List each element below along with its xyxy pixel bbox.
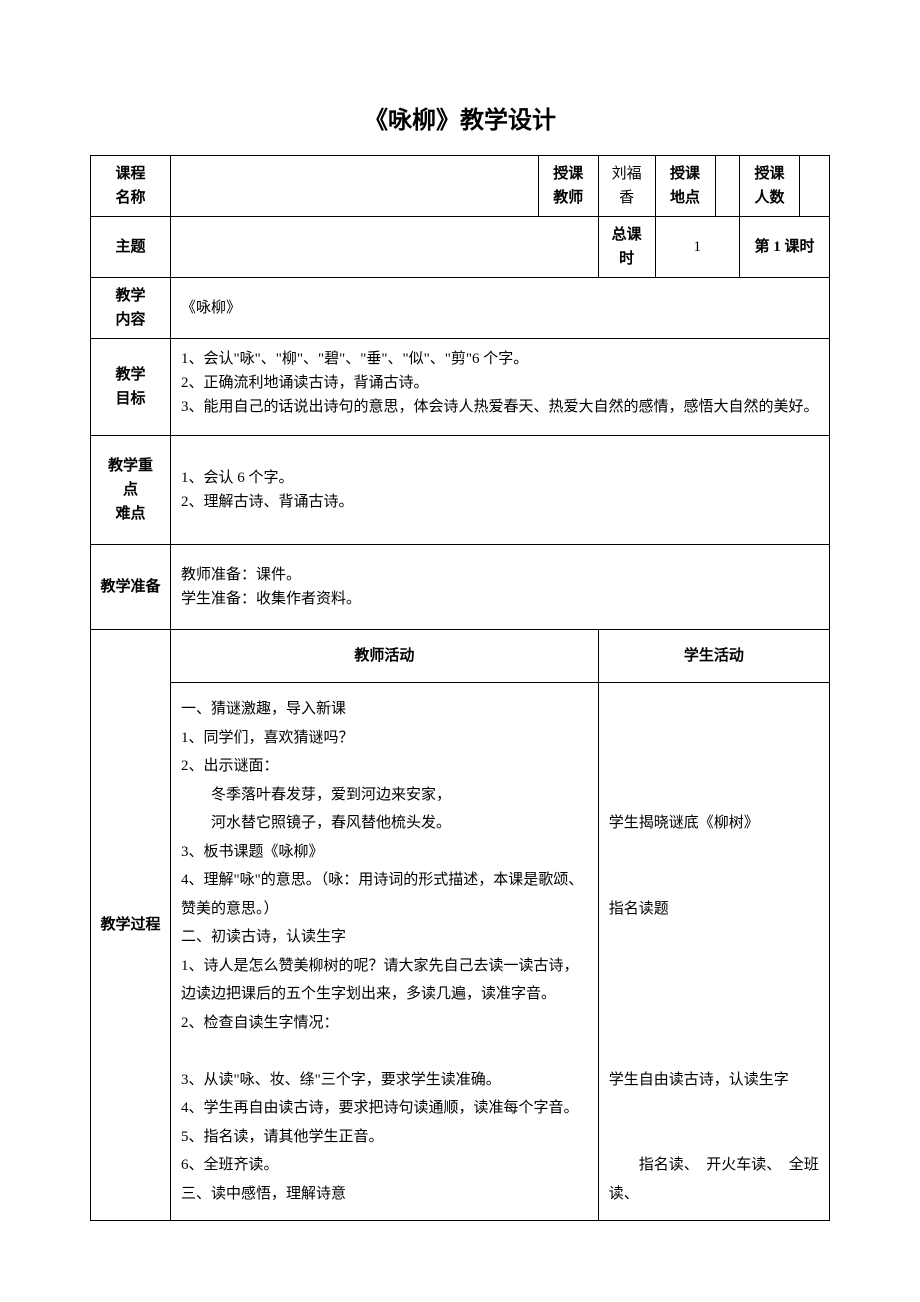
preparation-row: 教学准备 教师准备：课件。 学生准备：收集作者资料。	[91, 545, 830, 630]
teacher-activity-text: 一、猜谜激趣，导入新课 1、同学们，喜欢猜谜吗？ 2、出示谜面： 冬季落叶春发芽…	[171, 683, 599, 1221]
location-label: 授课 地点	[655, 156, 715, 217]
objectives-label: 教学 目标	[91, 339, 171, 436]
lesson-plan-table: 课程 名称 授课 教师 刘福香 授课 地点 授课 人数 主题 总课时 1 第 1…	[90, 155, 830, 1221]
teacher-activity-header: 教师活动	[171, 630, 599, 683]
theme-value	[171, 217, 599, 278]
keypoints-text: 1、会认 6 个字。 2、理解古诗、背诵古诗。	[171, 436, 830, 545]
course-name-label: 课程 名称	[91, 156, 171, 217]
theme-label: 主题	[91, 217, 171, 278]
location-value	[715, 156, 739, 217]
period-number: 第 1 课时	[740, 217, 830, 278]
objectives-row: 教学 目标 1、会认"咏"、"柳"、"碧"、"垂"、"似"、"剪"6 个字。 2…	[91, 339, 830, 436]
student-activity-header: 学生活动	[598, 630, 829, 683]
total-periods-label: 总课时	[598, 217, 655, 278]
student-activity-text: 学生揭晓谜底《柳树》 指名读题 学生自由读古诗，认读生字 指名读、 开火车读、 …	[598, 683, 829, 1221]
keypoints-row: 教学重点 难点 1、会认 6 个字。 2、理解古诗、背诵古诗。	[91, 436, 830, 545]
content-row: 教学 内容 《咏柳》	[91, 278, 830, 339]
keypoints-label: 教学重点 难点	[91, 436, 171, 545]
content-label: 教学 内容	[91, 278, 171, 339]
document-title: 《咏柳》教学设计	[90, 100, 830, 135]
preparation-text: 教师准备：课件。 学生准备：收集作者资料。	[171, 545, 830, 630]
instructor-value: 刘福香	[598, 156, 655, 217]
objectives-text: 1、会认"咏"、"柳"、"碧"、"垂"、"似"、"剪"6 个字。 2、正确流利地…	[171, 339, 830, 436]
instructor-label: 授课 教师	[538, 156, 598, 217]
header-row-1: 课程 名称 授课 教师 刘福香 授课 地点 授课 人数	[91, 156, 830, 217]
process-label: 教学过程	[91, 630, 171, 1221]
content-value: 《咏柳》	[171, 278, 830, 339]
theme-row: 主题 总课时 1 第 1 课时	[91, 217, 830, 278]
activity-header-row: 教学过程 教师活动 学生活动	[91, 630, 830, 683]
headcount-label: 授课 人数	[740, 156, 800, 217]
activity-content-row: 一、猜谜激趣，导入新课 1、同学们，喜欢猜谜吗？ 2、出示谜面： 冬季落叶春发芽…	[91, 683, 830, 1221]
course-name-value	[171, 156, 539, 217]
preparation-label: 教学准备	[91, 545, 171, 630]
total-periods-value: 1	[655, 217, 739, 278]
headcount-value	[800, 156, 830, 217]
